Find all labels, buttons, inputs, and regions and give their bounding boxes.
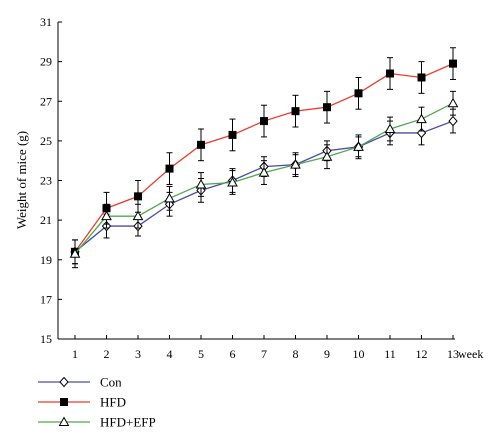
data-point bbox=[354, 89, 363, 98]
data-point bbox=[386, 69, 394, 78]
data-point bbox=[260, 117, 268, 126]
y-tick-label: 15 bbox=[40, 332, 52, 346]
data-point bbox=[69, 248, 81, 258]
data-point bbox=[291, 107, 300, 116]
x-tick-label: 13 bbox=[447, 347, 459, 361]
data-point bbox=[417, 73, 426, 82]
x-tick-label: 2 bbox=[104, 347, 110, 361]
data-point bbox=[197, 140, 205, 149]
data-point bbox=[101, 210, 112, 221]
series-hfd bbox=[71, 47, 457, 265]
data-point bbox=[323, 103, 331, 112]
x-tick-label: 7 bbox=[261, 347, 267, 361]
x-tick-label: 9 bbox=[324, 347, 330, 361]
y-tick-label: 23 bbox=[40, 174, 52, 188]
x-tick-label: 5 bbox=[198, 347, 204, 361]
y-tick-label: 19 bbox=[40, 253, 52, 267]
data-point bbox=[416, 113, 427, 124]
x-tick-label: 1 bbox=[72, 347, 78, 361]
data-point bbox=[384, 123, 396, 133]
legend: Con HFD HFD+EFP bbox=[38, 375, 156, 430]
x-tick-label: 4 bbox=[167, 347, 173, 361]
x-tick-label: 8 bbox=[293, 347, 299, 361]
legend-marker bbox=[58, 416, 70, 426]
data-point bbox=[353, 141, 364, 151]
x-tick-label: 12 bbox=[416, 347, 428, 361]
x-axis-title: week bbox=[458, 347, 483, 361]
x-tick-label: 11 bbox=[384, 347, 396, 361]
legend-label: HFD+EFP bbox=[100, 415, 156, 430]
y-tick-label: 25 bbox=[40, 134, 52, 148]
data-point bbox=[132, 210, 144, 221]
legend-label: HFD bbox=[100, 395, 126, 410]
data-point bbox=[227, 176, 238, 187]
data-point bbox=[449, 59, 457, 68]
y-tick-label: 21 bbox=[40, 213, 52, 227]
x-tick-label: 10 bbox=[353, 347, 365, 361]
legend-marker bbox=[60, 398, 68, 406]
y-tick-label: 31 bbox=[40, 15, 52, 29]
x-tick-label: 6 bbox=[230, 347, 236, 361]
data-point bbox=[321, 151, 333, 161]
y-tick-label: 29 bbox=[40, 55, 52, 69]
y-tick-label: 27 bbox=[40, 94, 52, 108]
data-point bbox=[228, 130, 237, 139]
x-tick-label: 3 bbox=[135, 347, 141, 361]
plot-area bbox=[69, 47, 459, 269]
data-point bbox=[164, 192, 175, 203]
legend-marker bbox=[59, 376, 69, 388]
data-point bbox=[448, 115, 458, 127]
series-line bbox=[74, 120, 454, 253]
series-hfd-efp bbox=[69, 90, 459, 269]
data-point bbox=[165, 164, 174, 173]
data-point bbox=[258, 167, 270, 177]
data-point bbox=[195, 178, 207, 189]
y-tick-label: 17 bbox=[40, 292, 52, 306]
data-point bbox=[290, 159, 301, 169]
legend-label: Con bbox=[100, 375, 122, 390]
y-axis-title: Weight of mice (g) bbox=[14, 131, 29, 229]
data-point bbox=[447, 97, 459, 108]
data-point bbox=[134, 192, 142, 201]
